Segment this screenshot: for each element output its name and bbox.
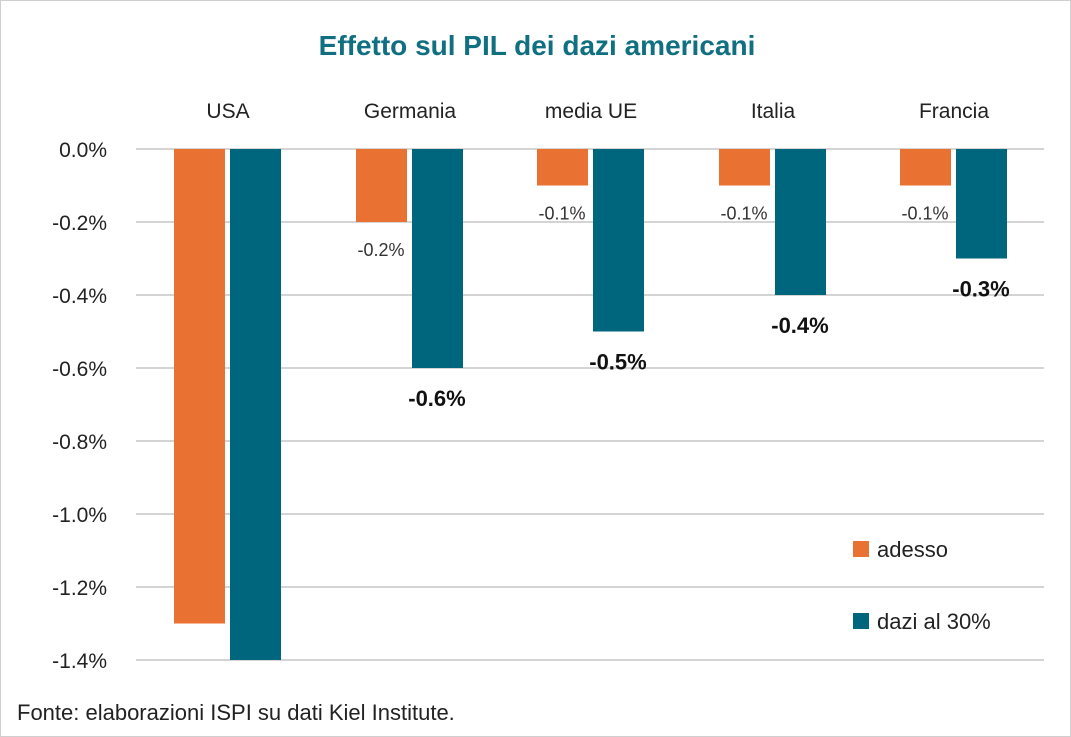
x-category-label: Germania xyxy=(364,100,457,123)
source-note: Fonte: elaborazioni ISPI su dati Kiel In… xyxy=(17,700,455,725)
chart-title: Effetto sul PIL dei dazi americani xyxy=(319,30,756,61)
x-category-label: Italia xyxy=(751,100,796,123)
y-tick-label: -0.2% xyxy=(52,212,107,235)
legend-swatch xyxy=(853,541,869,557)
data-label-dazi-30: -0.6% xyxy=(408,386,465,411)
x-category-label: media UE xyxy=(545,100,637,123)
y-tick-label: -1.0% xyxy=(52,504,107,527)
y-tick-label: -1.2% xyxy=(52,577,107,600)
y-tick-label: -1.4% xyxy=(52,650,107,673)
legend-label: adesso xyxy=(877,537,948,562)
bar-dazi-30-francia xyxy=(956,149,1007,259)
bar-adesso-usa xyxy=(174,149,225,624)
y-tick-label: 0.0% xyxy=(59,139,107,162)
legend-label: dazi al 30% xyxy=(877,609,991,634)
data-label-dazi-30: -0.3% xyxy=(952,277,1009,302)
bar-adesso-francia xyxy=(900,149,951,186)
data-label-dazi-30: -0.4% xyxy=(771,313,828,338)
bar-dazi-30-germania xyxy=(412,149,463,368)
y-tick-label: -0.8% xyxy=(52,431,107,454)
bar-dazi-30-usa xyxy=(230,149,281,660)
data-label-adesso: -0.1% xyxy=(720,204,767,224)
bar-adesso-germania xyxy=(356,149,407,222)
y-tick-label: -0.6% xyxy=(52,358,107,381)
bar-adesso-media-ue xyxy=(537,149,588,186)
x-category-label: USA xyxy=(206,100,249,123)
data-label-dazi-30: -0.5% xyxy=(589,350,646,375)
data-label-adesso: -0.2% xyxy=(357,240,404,260)
data-label-adesso: -0.1% xyxy=(538,204,585,224)
data-label-adesso: -0.1% xyxy=(901,204,948,224)
x-category-label: Francia xyxy=(919,100,989,123)
legend-swatch xyxy=(853,613,869,629)
bar-dazi-30-media-ue xyxy=(593,149,644,332)
bar-dazi-30-italia xyxy=(775,149,826,295)
y-tick-label: -0.4% xyxy=(52,285,107,308)
bar-adesso-italia xyxy=(719,149,770,186)
